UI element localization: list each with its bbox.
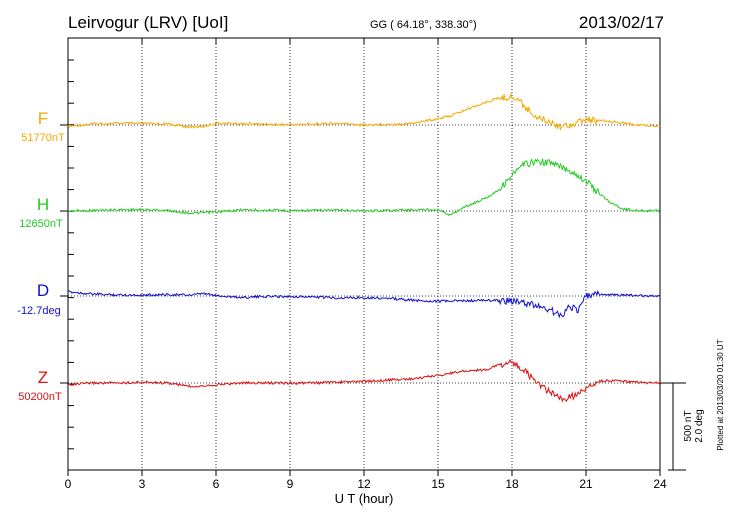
series-baseline-h: 12650nT bbox=[19, 218, 63, 230]
x-tick-label: 24 bbox=[653, 477, 667, 491]
series-name-z: Z bbox=[38, 368, 48, 387]
x-tick-label: 3 bbox=[139, 477, 146, 491]
x-ticks: 0 3 6 9 12 15 18 21 24 bbox=[65, 38, 667, 491]
series-baseline-z: 50200nT bbox=[18, 391, 62, 403]
station-title: Leirvogur (LRV) [UoI] bbox=[68, 13, 228, 32]
series-line-z bbox=[67, 358, 661, 403]
grid-lines bbox=[141, 38, 587, 470]
scale-label-nt: 500 nT bbox=[683, 410, 694, 441]
x-tick-label: 15 bbox=[431, 477, 445, 491]
series-line-f bbox=[67, 92, 661, 132]
x-tick-label: 21 bbox=[579, 477, 593, 491]
x-tick-label: 12 bbox=[357, 477, 371, 491]
series-line-d bbox=[67, 289, 661, 319]
series-group bbox=[67, 92, 661, 403]
date-label: 2013/02/17 bbox=[579, 13, 664, 32]
series-line-h bbox=[67, 158, 661, 217]
series-name-f: F bbox=[38, 109, 48, 128]
baseline-lines bbox=[60, 124, 660, 384]
series-baseline-d: -12.7deg bbox=[17, 305, 60, 317]
x-axis-label: U T (hour) bbox=[335, 491, 394, 506]
series-name-d: D bbox=[37, 281, 49, 300]
scale-bar bbox=[660, 382, 686, 471]
coords-label: GG ( 64.18°, 338.30°) bbox=[370, 19, 477, 31]
x-tick-label: 9 bbox=[287, 477, 294, 491]
x-tick-label: 6 bbox=[213, 477, 220, 491]
x-tick-label: 0 bbox=[65, 477, 72, 491]
series-name-h: H bbox=[37, 195, 49, 214]
x-tick-label: 18 bbox=[505, 477, 519, 491]
left-ticks bbox=[68, 59, 74, 450]
plotted-note: Plotted at 2013/03/20 01:30 UT bbox=[716, 339, 725, 450]
scale-label-deg: 2.0 deg bbox=[694, 409, 705, 442]
series-baseline-f: 51770nT bbox=[21, 132, 65, 144]
